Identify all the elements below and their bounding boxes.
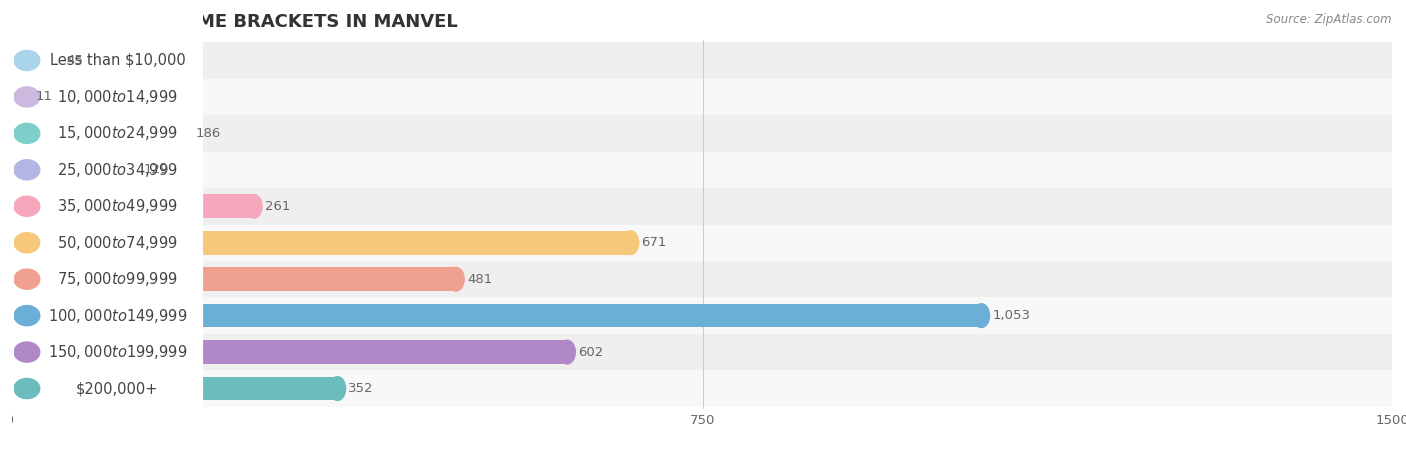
Text: Less than $10,000: Less than $10,000: [49, 53, 186, 68]
Text: 671: 671: [641, 236, 666, 249]
Ellipse shape: [14, 196, 39, 216]
Ellipse shape: [973, 304, 990, 327]
Bar: [14, 152, 1392, 188]
Ellipse shape: [6, 48, 22, 72]
Ellipse shape: [124, 158, 141, 182]
Ellipse shape: [6, 340, 22, 364]
Text: $15,000 to $24,999: $15,000 to $24,999: [58, 124, 177, 142]
Text: $75,000 to $99,999: $75,000 to $99,999: [58, 270, 177, 288]
Bar: [14, 48, 55, 72]
Bar: [14, 188, 1392, 224]
Bar: [14, 297, 1392, 334]
Ellipse shape: [14, 269, 39, 289]
Ellipse shape: [329, 377, 346, 401]
Text: $35,000 to $49,999: $35,000 to $49,999: [58, 197, 177, 215]
Bar: [14, 194, 254, 218]
FancyBboxPatch shape: [14, 0, 202, 436]
FancyBboxPatch shape: [14, 86, 202, 449]
Text: $100,000 to $149,999: $100,000 to $149,999: [48, 307, 187, 325]
FancyBboxPatch shape: [14, 0, 202, 449]
FancyBboxPatch shape: [14, 0, 202, 449]
FancyBboxPatch shape: [14, 0, 202, 449]
FancyBboxPatch shape: [14, 0, 202, 449]
Ellipse shape: [6, 122, 22, 145]
Text: 45: 45: [66, 54, 83, 67]
Bar: [14, 42, 1392, 79]
Bar: [14, 85, 24, 109]
Ellipse shape: [14, 306, 39, 326]
Bar: [14, 231, 630, 255]
Bar: [14, 377, 337, 401]
Ellipse shape: [6, 377, 22, 401]
Ellipse shape: [6, 194, 22, 218]
Ellipse shape: [14, 87, 39, 107]
Bar: [14, 158, 132, 182]
Ellipse shape: [246, 194, 262, 218]
Bar: [14, 370, 1392, 407]
FancyBboxPatch shape: [14, 0, 202, 399]
Text: 602: 602: [578, 346, 603, 359]
Text: $10,000 to $14,999: $10,000 to $14,999: [58, 88, 177, 106]
Ellipse shape: [177, 122, 193, 145]
Text: 481: 481: [467, 273, 492, 286]
Text: $150,000 to $199,999: $150,000 to $199,999: [48, 343, 187, 361]
Ellipse shape: [14, 50, 39, 70]
Ellipse shape: [14, 379, 39, 399]
Ellipse shape: [14, 342, 39, 362]
Bar: [14, 334, 1392, 370]
Text: 261: 261: [264, 200, 290, 213]
Bar: [14, 304, 981, 327]
Bar: [14, 224, 1392, 261]
Bar: [14, 122, 186, 145]
Text: 11: 11: [35, 90, 52, 103]
Text: $50,000 to $74,999: $50,000 to $74,999: [58, 234, 177, 252]
Ellipse shape: [558, 340, 575, 364]
Ellipse shape: [6, 304, 22, 327]
Text: 352: 352: [349, 382, 374, 395]
Bar: [14, 340, 567, 364]
Ellipse shape: [447, 267, 464, 291]
FancyBboxPatch shape: [14, 13, 202, 449]
Text: 186: 186: [195, 127, 221, 140]
Text: $200,000+: $200,000+: [76, 381, 159, 396]
FancyBboxPatch shape: [14, 50, 202, 449]
Ellipse shape: [48, 48, 63, 72]
Bar: [14, 115, 1392, 152]
Ellipse shape: [15, 85, 32, 109]
Ellipse shape: [6, 158, 22, 182]
Bar: [14, 267, 456, 291]
Text: Source: ZipAtlas.com: Source: ZipAtlas.com: [1267, 13, 1392, 26]
Ellipse shape: [14, 233, 39, 253]
Bar: [14, 79, 1392, 115]
Bar: [14, 261, 1392, 297]
Text: HOUSEHOLD INCOME BRACKETS IN MANVEL: HOUSEHOLD INCOME BRACKETS IN MANVEL: [14, 13, 458, 31]
Ellipse shape: [6, 231, 22, 255]
FancyBboxPatch shape: [14, 0, 202, 363]
Text: $25,000 to $34,999: $25,000 to $34,999: [58, 161, 177, 179]
Ellipse shape: [14, 160, 39, 180]
Ellipse shape: [6, 85, 22, 109]
Text: 129: 129: [143, 163, 169, 176]
Ellipse shape: [623, 231, 638, 255]
Ellipse shape: [14, 123, 39, 143]
Ellipse shape: [6, 267, 22, 291]
Text: 1,053: 1,053: [993, 309, 1031, 322]
